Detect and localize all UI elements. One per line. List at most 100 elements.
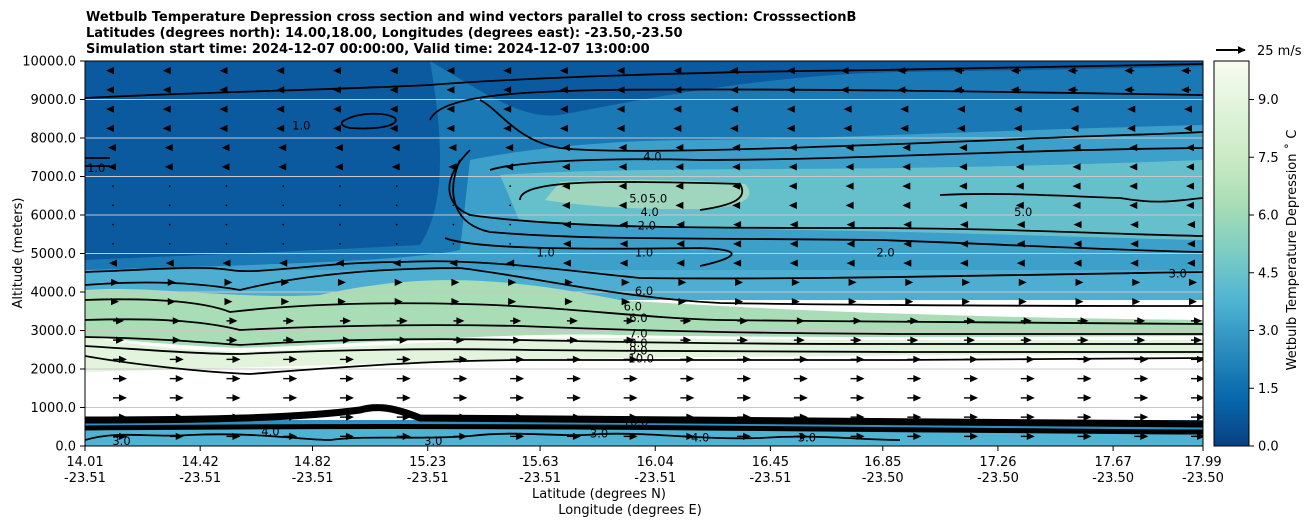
wind-vector (1077, 413, 1092, 421)
wind-vector (281, 278, 290, 286)
wind-vector (959, 182, 968, 190)
wind-vector (902, 144, 911, 152)
wind-vector (226, 317, 238, 325)
y-tick-label: 1000.0 (31, 401, 77, 416)
wind-vector (905, 298, 914, 306)
wind-vector (446, 67, 455, 75)
contour-line-1c (340, 112, 397, 130)
y-tick-label: 7000.0 (31, 170, 77, 185)
wind-vector (396, 413, 411, 421)
wind-vector (332, 86, 341, 94)
wind-vector (1187, 221, 1195, 229)
wind-vector (452, 223, 455, 226)
wind-vector (503, 86, 512, 94)
y-axis-label: Altitude (meters) (11, 198, 26, 309)
wind-vector (169, 355, 184, 363)
wind-vector (737, 413, 752, 421)
wind-vector (1134, 336, 1146, 344)
wind-vector (786, 67, 795, 75)
wind-vector (566, 432, 581, 440)
wind-vector (222, 259, 231, 267)
wind-vector (1181, 86, 1191, 94)
y-tick-label: 10000.0 (22, 55, 76, 70)
wind-vector (113, 336, 124, 344)
wind-vector (1184, 105, 1192, 113)
wind-vector (339, 432, 354, 440)
wind-vector (840, 86, 851, 94)
wind-vector (395, 185, 398, 188)
wind-vector (169, 394, 184, 402)
wind-vector (730, 105, 739, 113)
wind-vector (111, 278, 119, 286)
wind-vector (1077, 375, 1092, 383)
wind-vector (964, 394, 979, 402)
wind-vector (732, 201, 741, 209)
wind-vector (619, 221, 628, 229)
wind-vector (616, 124, 625, 132)
wind-vector (112, 185, 114, 188)
wind-vector (1187, 259, 1195, 267)
wind-vector (167, 298, 176, 306)
wind-vector (730, 67, 739, 75)
wind-vector (505, 144, 514, 152)
wind-vector (283, 375, 298, 383)
contour-line-1a (85, 63, 1203, 99)
wind-vector (339, 355, 354, 363)
contour-line-1b (85, 157, 110, 167)
wind-vector (169, 413, 184, 421)
wind-vector (788, 163, 797, 171)
contour-label: 6.0 (635, 284, 653, 298)
wind-vector (845, 144, 854, 152)
wind-vector (1134, 432, 1149, 440)
wind-vector (506, 259, 515, 267)
wind-vector (113, 317, 124, 325)
wind-vector (566, 413, 581, 421)
wind-vector (113, 375, 127, 383)
wind-vector (509, 185, 512, 188)
wind-vector (737, 355, 752, 363)
wind-vector (1077, 317, 1089, 325)
fill-band-low-green (85, 280, 1203, 348)
wind-vector (1191, 336, 1202, 344)
wind-vector (219, 105, 228, 113)
contour-label: 9.0 (629, 344, 647, 358)
wind-vector (619, 240, 628, 248)
wind-vector (168, 204, 171, 207)
wind-vector (1018, 298, 1027, 306)
wind-vector (282, 204, 285, 207)
wind-vector (676, 259, 685, 267)
wind-vector (391, 163, 400, 171)
wind-vector (446, 105, 455, 113)
wind-vector (1067, 86, 1078, 94)
wind-vector (334, 163, 343, 171)
fill-band-surface-teal (85, 428, 1203, 446)
wind-vector (164, 163, 173, 171)
wind-vector (396, 394, 411, 402)
wind-vector (737, 317, 749, 325)
wind-vector (283, 355, 298, 363)
wind-vector (1015, 182, 1024, 190)
wind-vector (902, 182, 911, 190)
wind-vector (964, 317, 976, 325)
y-gridlines (85, 61, 1203, 446)
wind-vector (106, 67, 114, 75)
wind-vector (1184, 124, 1192, 132)
wind-vector (793, 375, 808, 383)
wind-vector (618, 201, 627, 209)
wind-vector (453, 317, 465, 325)
fill-band-mid-teal (500, 160, 1203, 240)
wind-vector (1129, 163, 1138, 171)
colorbar-gradient (1213, 60, 1250, 447)
x-tick-label-lon: -23.50 (1182, 471, 1224, 486)
contour-line-1e (479, 99, 1203, 152)
wind-vector (1073, 259, 1082, 267)
wind-vector (1181, 67, 1191, 75)
wind-vector (113, 355, 127, 363)
wind-vector (453, 355, 468, 363)
wind-vector (623, 355, 638, 363)
y-tick-label: 4000.0 (31, 286, 77, 301)
wind-vector (733, 240, 742, 248)
wind-vectors (106, 67, 1203, 440)
wind-vector (1016, 240, 1025, 248)
